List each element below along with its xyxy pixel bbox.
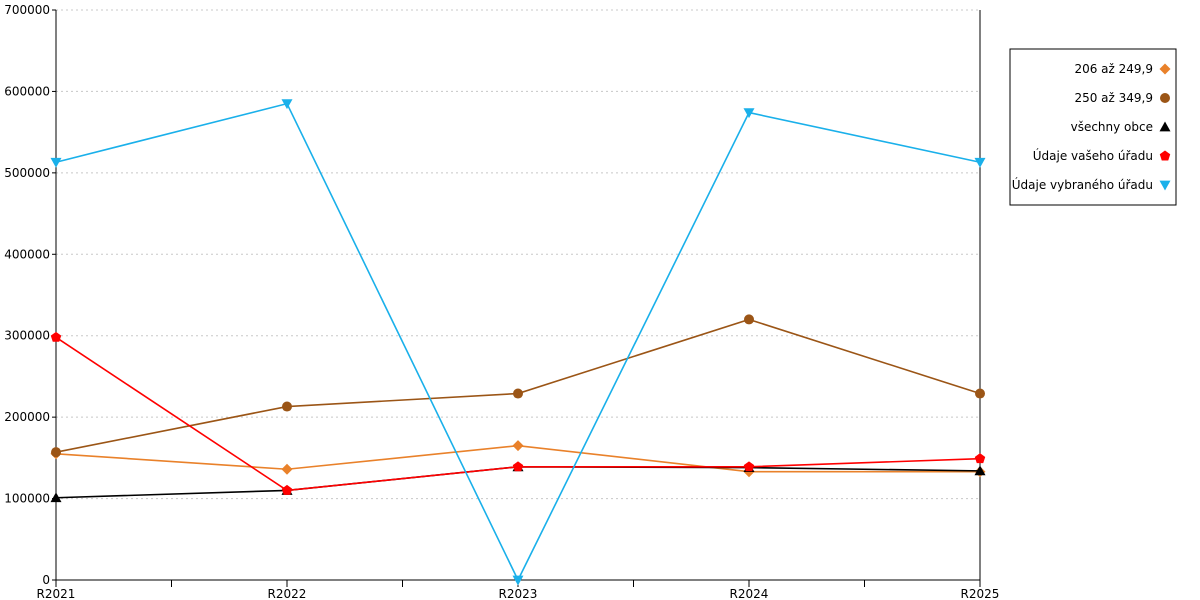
legend-marker bbox=[1159, 63, 1171, 75]
legend-box bbox=[1009, 48, 1177, 206]
x-tick-label: R2021 bbox=[37, 587, 76, 600]
data-point bbox=[512, 461, 524, 472]
legend: 206 až 249,9 250 až 349,9 všechny obce Údaj… bbox=[1009, 48, 1177, 206]
y-axis-ticks: 0 100000 200000 300000 400000 500000 600000 700… bbox=[4, 3, 56, 587]
data-point bbox=[50, 157, 62, 168]
data-point bbox=[975, 388, 985, 399]
y-tick-label: 100000 bbox=[4, 492, 50, 506]
data-point bbox=[281, 484, 293, 495]
series-group bbox=[50, 99, 986, 586]
legend-marker bbox=[1159, 150, 1171, 161]
axes bbox=[55, 10, 981, 581]
series-5 bbox=[50, 99, 986, 586]
data-point bbox=[50, 331, 62, 342]
series-1 bbox=[50, 440, 986, 478]
data-point bbox=[974, 453, 986, 464]
series-line bbox=[55, 102, 981, 582]
x-tick-label: R2025 bbox=[961, 587, 1000, 600]
data-point bbox=[743, 461, 755, 472]
data-point bbox=[513, 388, 523, 399]
data-point bbox=[281, 463, 293, 475]
y-tick-label: 400000 bbox=[4, 247, 50, 261]
series-4 bbox=[50, 331, 986, 495]
grid-lines bbox=[56, 9, 980, 500]
data-point bbox=[50, 492, 62, 503]
data-point bbox=[743, 108, 755, 119]
y-tick-label: 300000 bbox=[4, 329, 50, 343]
data-point bbox=[282, 401, 292, 412]
y-tick-label: 700000 bbox=[4, 3, 50, 17]
legend-label: Údaje vašeho úřadu bbox=[1033, 148, 1153, 163]
y-tick-label: 600000 bbox=[4, 84, 50, 98]
x-tick-label: R2023 bbox=[499, 587, 538, 600]
legend-marker bbox=[1160, 93, 1170, 103]
legend-label: všechny obce bbox=[1071, 120, 1153, 134]
data-point bbox=[512, 575, 524, 586]
legend-marker bbox=[1159, 180, 1171, 191]
y-tick-label: 500000 bbox=[4, 166, 50, 180]
legend-label: 206 až 249,9 bbox=[1074, 62, 1153, 76]
legend-marker bbox=[1159, 121, 1171, 132]
x-tick-label: R2024 bbox=[730, 587, 769, 600]
x-axis-ticks: R2021 R2022 R2023 R2024 R2025 bbox=[37, 580, 1000, 600]
data-point bbox=[281, 99, 293, 110]
legend-label: 250 až 349,9 bbox=[1074, 91, 1153, 105]
y-tick-label: 0 bbox=[42, 573, 50, 587]
y-tick-label: 200000 bbox=[4, 410, 50, 424]
data-point bbox=[51, 447, 61, 458]
series-2 bbox=[51, 314, 985, 458]
data-point bbox=[974, 465, 986, 476]
data-point bbox=[512, 440, 524, 452]
legend-label: Údaje vybraného úřadu bbox=[1012, 177, 1153, 192]
data-point bbox=[744, 314, 754, 325]
data-point bbox=[974, 157, 986, 168]
x-tick-label: R2022 bbox=[268, 587, 307, 600]
series-line bbox=[55, 318, 981, 453]
